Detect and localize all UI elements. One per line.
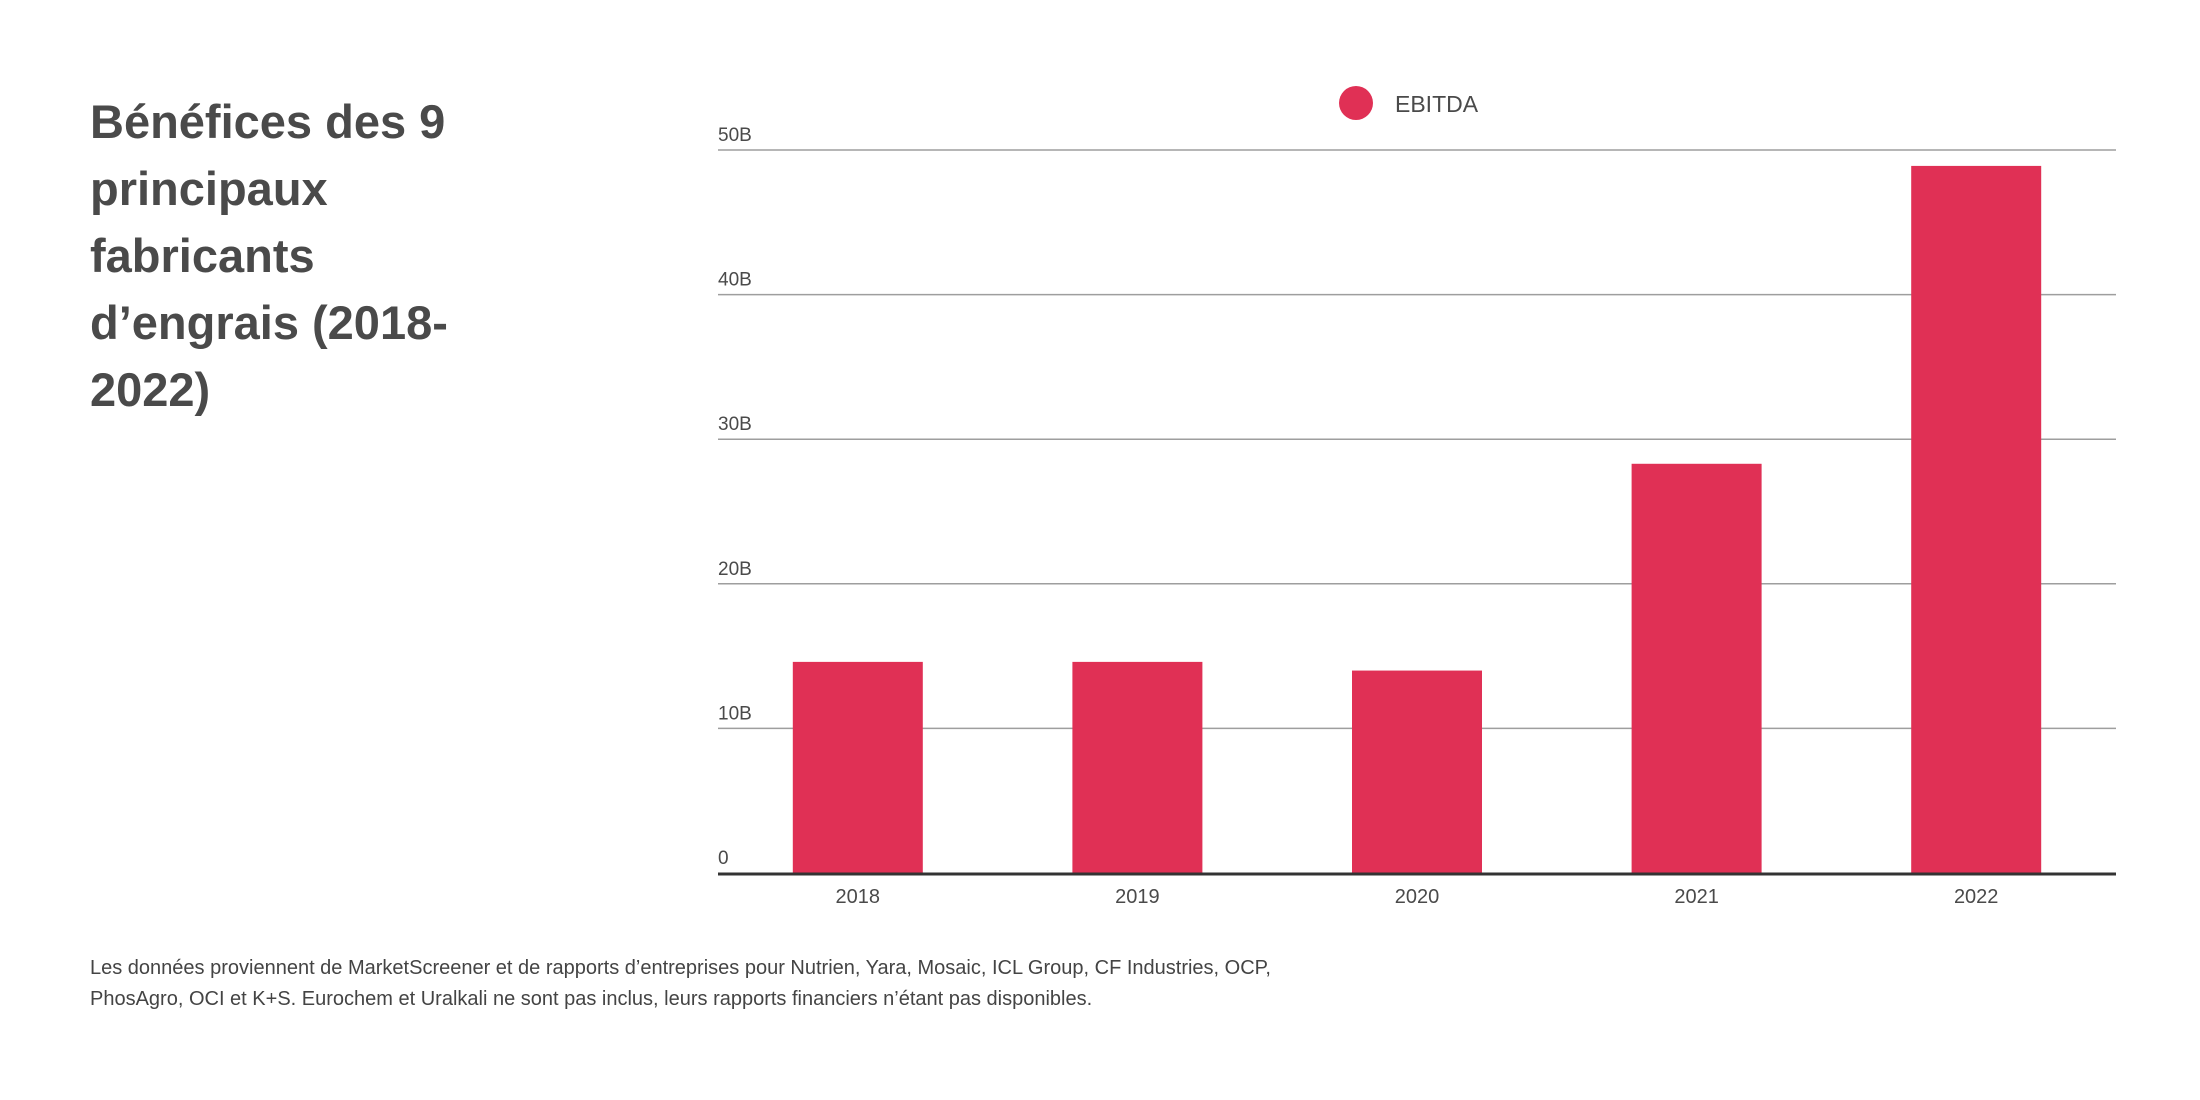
- x-tick-label: 2021: [1674, 886, 1719, 908]
- grid-lines: 0 10B 20B 30B 40B 50B: [718, 125, 2116, 869]
- legend-marker-ebitda: [1339, 86, 1373, 120]
- x-axis: 2018 2019 2020 2021 2022: [718, 872, 2116, 908]
- legend: EBITDA: [1339, 86, 1479, 120]
- x-tick-label: 2018: [836, 886, 881, 908]
- footnote-line-1: Les données proviennent de MarketScreene…: [90, 957, 1271, 979]
- bar-2018: [792, 661, 923, 873]
- y-tick-label: 10B: [718, 703, 752, 724]
- chart-title: Bénéfices des 9 principaux fabricants d’…: [90, 95, 448, 416]
- bar-2022: [1911, 165, 2042, 873]
- bar-2020: [1352, 670, 1482, 873]
- footnote-line-2: PhosAgro, OCI et K+S. Eurochem et Uralka…: [90, 988, 1093, 1010]
- bars: [792, 165, 2042, 873]
- bar-2021: [1631, 463, 1762, 873]
- x-tick-label: 2020: [1395, 886, 1440, 908]
- y-tick-label: 30B: [718, 414, 752, 435]
- x-tick-label: 2022: [1954, 886, 1999, 908]
- y-tick-label: 50B: [718, 125, 752, 146]
- y-tick-label: 20B: [718, 559, 752, 580]
- source-footnote: Les données proviennent de MarketScreene…: [90, 953, 1490, 1015]
- legend-label-ebitda: EBITDA: [1395, 91, 1479, 117]
- y-tick-label: 40B: [718, 270, 752, 291]
- bar-2019: [1072, 661, 1203, 873]
- x-tick-label: 2019: [1115, 886, 1160, 908]
- y-tick-label: 0: [718, 848, 729, 869]
